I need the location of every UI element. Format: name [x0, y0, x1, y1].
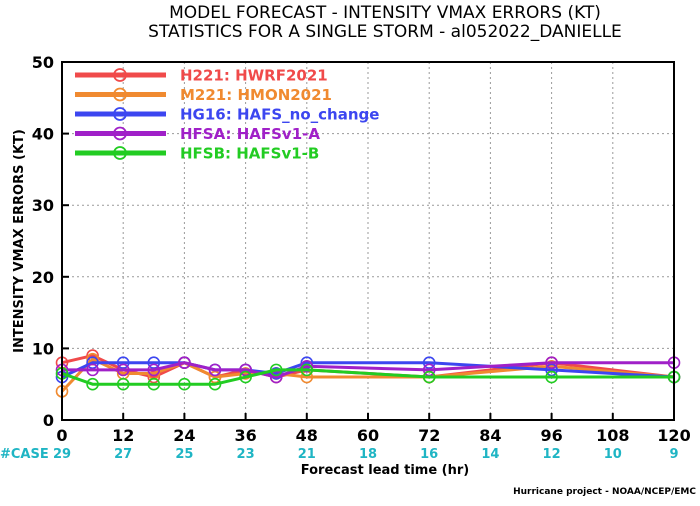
legend-swatch-marker: [113, 87, 127, 102]
x-tick-label: 24: [173, 426, 195, 445]
data-point: [147, 363, 161, 377]
data-point: [147, 370, 161, 384]
y-tick-label: 20: [32, 268, 54, 287]
data-point: [422, 363, 436, 377]
legend-swatch-marker: [113, 107, 127, 121]
x-tick-label: 96: [540, 426, 562, 445]
legend-entry: M221: HMON2021: [75, 86, 332, 104]
legend-label: H221: HWRF2021: [180, 67, 328, 85]
data-point: [545, 370, 558, 384]
case-counts: 29 27 25 23 21 18 16 14 12 10 9: [53, 447, 679, 462]
data-point: [545, 356, 558, 370]
case-count: 10: [604, 447, 622, 462]
x-tick-label: 36: [234, 426, 256, 445]
legend-entry: H221: HWRF2021: [75, 67, 328, 85]
data-point: [239, 370, 252, 384]
x-tick-label: 60: [357, 426, 379, 445]
x-tick-label: 84: [479, 426, 501, 445]
x-tick-label: 48: [296, 426, 318, 445]
legend-entry: HFSA: HAFSv1-A: [75, 125, 320, 143]
y-axis-label: INTENSITY VMAX ERRORS (KT): [12, 129, 27, 353]
legend-entry: HFSB: HAFSv1-B: [75, 145, 319, 163]
legend-label: M221: HMON2021: [180, 86, 332, 104]
case-count: 16: [420, 447, 438, 462]
data-point: [178, 356, 191, 370]
y-tick-label: 50: [32, 53, 54, 72]
legend-label: HG16: HAFS_no_change: [180, 106, 379, 124]
data-point: [239, 363, 252, 377]
legend-label: HFSA: HAFSv1-A: [180, 125, 320, 143]
data-point: [116, 377, 130, 391]
y-tick-label: 30: [32, 196, 54, 215]
data-point: [208, 370, 222, 384]
data-point: [269, 370, 283, 384]
legend-swatch-marker: [113, 68, 127, 82]
y-tick-label: 40: [32, 125, 54, 144]
legend-swatch-marker: [113, 126, 127, 141]
case-count: 18: [359, 447, 377, 462]
case-count: 14: [481, 447, 499, 462]
case-count: 29: [53, 447, 71, 462]
series-4: [55, 356, 681, 384]
data-point: [147, 356, 161, 370]
data-point: [300, 359, 314, 373]
credit-text: Hurricane project - NOAA/NCEP/EMC: [513, 487, 696, 497]
data-point: [147, 377, 161, 391]
chart-subtitle: STATISTICS FOR A SINGLE STORM - al052022…: [148, 22, 622, 42]
x-tick-label: 120: [657, 426, 690, 445]
data-point: [300, 363, 314, 377]
x-tick-label: 0: [56, 426, 67, 445]
data-point: [269, 367, 283, 380]
x-tick-label: 72: [418, 426, 440, 445]
case-count: 21: [298, 447, 316, 462]
data-point: [422, 356, 436, 370]
case-count: 27: [114, 447, 132, 462]
y-tick-label: 0: [43, 411, 54, 430]
x-tick-label: 108: [596, 426, 629, 445]
data-point: [300, 356, 314, 370]
x-axis-label: Forecast lead time (hr): [301, 463, 469, 478]
data-point: [239, 367, 252, 380]
case-count: 25: [175, 447, 193, 462]
chart-title: MODEL FORECAST - INTENSITY VMAX ERRORS (…: [169, 3, 601, 23]
legend-label: HFSB: HAFSv1-B: [180, 145, 319, 163]
data-point: [208, 377, 222, 391]
case-count-label: #CASE: [0, 447, 49, 462]
legend-swatch-marker: [113, 146, 127, 160]
y-tick-label: 10: [32, 339, 54, 358]
data-point: [208, 363, 222, 377]
data-point: [545, 363, 558, 377]
axis-ticks: 0 12 24 36 48 60 72 84 96 108 120 0 10 20 30 40 50: [32, 53, 691, 445]
data-point: [116, 356, 130, 370]
data-point: [116, 363, 130, 377]
data-point: [178, 377, 191, 391]
case-count: 23: [237, 447, 255, 462]
data-point: [269, 363, 283, 377]
case-count: 9: [669, 447, 678, 462]
data-point: [86, 377, 99, 391]
data-point: [86, 363, 99, 377]
data-point: [422, 370, 436, 384]
data-point: [86, 356, 99, 370]
legend-entry: HG16: HAFS_no_change: [75, 106, 379, 124]
case-count: 12: [543, 447, 561, 462]
x-tick-label: 12: [112, 426, 134, 445]
